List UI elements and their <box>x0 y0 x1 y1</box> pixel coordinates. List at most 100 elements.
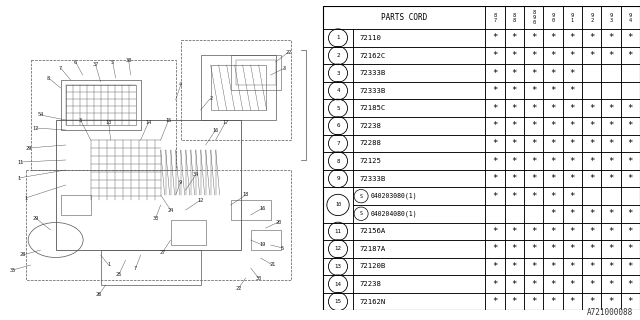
Bar <box>323 6 485 29</box>
Text: 35: 35 <box>10 268 16 273</box>
Text: 72333B: 72333B <box>360 70 386 76</box>
Text: 7: 7 <box>134 266 137 270</box>
Text: 9: 9 <box>336 176 340 181</box>
Bar <box>323 117 353 135</box>
Bar <box>563 258 582 275</box>
Text: 72120B: 72120B <box>360 263 386 269</box>
Bar <box>524 6 543 29</box>
Bar <box>353 82 485 100</box>
Bar <box>543 170 563 188</box>
Bar <box>543 205 563 222</box>
Bar <box>323 222 353 240</box>
Text: *: * <box>589 34 595 43</box>
Bar <box>621 100 640 117</box>
Text: 1: 1 <box>107 262 110 268</box>
Text: *: * <box>570 227 575 236</box>
Bar <box>563 100 582 117</box>
Bar <box>602 64 621 82</box>
Bar <box>180 40 291 140</box>
Text: 16: 16 <box>212 127 219 132</box>
Text: *: * <box>550 297 556 306</box>
Text: *: * <box>589 51 595 60</box>
Bar <box>563 188 582 205</box>
Text: *: * <box>492 156 498 165</box>
Bar <box>505 100 524 117</box>
Bar <box>582 188 602 205</box>
Text: *: * <box>628 209 633 218</box>
Bar <box>505 117 524 135</box>
Bar <box>230 200 271 220</box>
Bar <box>323 29 353 47</box>
Bar <box>582 240 602 258</box>
Text: *: * <box>531 86 536 95</box>
Bar <box>485 100 505 117</box>
Text: 5: 5 <box>111 60 114 65</box>
Text: *: * <box>550 192 556 201</box>
Bar <box>602 47 621 64</box>
Bar <box>201 55 276 120</box>
Bar <box>524 293 543 310</box>
Text: 1: 1 <box>17 175 20 180</box>
Text: 54: 54 <box>38 113 44 117</box>
Bar <box>543 82 563 100</box>
Text: 8
8: 8 8 <box>513 13 516 23</box>
Text: 72162C: 72162C <box>360 52 386 59</box>
Text: *: * <box>589 104 595 113</box>
Text: *: * <box>550 262 556 271</box>
Text: *: * <box>550 280 556 289</box>
Bar <box>543 222 563 240</box>
Text: 19: 19 <box>259 243 266 247</box>
Text: *: * <box>570 297 575 306</box>
Text: *: * <box>609 139 614 148</box>
Text: *: * <box>628 139 633 148</box>
Bar <box>582 64 602 82</box>
Text: *: * <box>531 139 536 148</box>
Bar <box>543 258 563 275</box>
Bar <box>563 222 582 240</box>
Text: 5: 5 <box>336 106 340 111</box>
Bar <box>505 29 524 47</box>
Text: 9
2: 9 2 <box>590 13 593 23</box>
Bar <box>602 152 621 170</box>
Text: *: * <box>609 174 614 183</box>
Text: *: * <box>628 104 633 113</box>
Text: *: * <box>492 86 498 95</box>
Bar <box>211 65 266 110</box>
Text: *: * <box>512 121 517 130</box>
Text: *: * <box>550 156 556 165</box>
Bar <box>524 152 543 170</box>
Text: *: * <box>628 280 633 289</box>
Bar <box>100 250 201 285</box>
Bar <box>505 64 524 82</box>
Bar <box>353 240 485 258</box>
Text: *: * <box>492 244 498 253</box>
Text: 7: 7 <box>59 66 62 70</box>
Bar <box>323 240 353 258</box>
Bar <box>621 64 640 82</box>
Text: 33: 33 <box>152 215 159 220</box>
Bar <box>602 6 621 29</box>
Text: *: * <box>512 68 517 78</box>
Bar <box>524 29 543 47</box>
Bar <box>602 205 621 222</box>
Text: 14: 14 <box>145 119 152 124</box>
Text: *: * <box>550 34 556 43</box>
Bar <box>323 47 353 64</box>
Bar <box>353 135 485 152</box>
Text: *: * <box>531 227 536 236</box>
Text: *: * <box>589 244 595 253</box>
Text: *: * <box>531 68 536 78</box>
Bar <box>563 275 582 293</box>
Bar <box>505 188 524 205</box>
Text: *: * <box>609 244 614 253</box>
Text: 38: 38 <box>125 58 132 62</box>
Text: *: * <box>492 262 498 271</box>
Text: 28: 28 <box>19 252 26 258</box>
Bar <box>323 64 353 82</box>
Text: 9: 9 <box>179 180 182 185</box>
Text: 18: 18 <box>243 193 249 197</box>
Bar <box>602 258 621 275</box>
Bar <box>582 47 602 64</box>
Text: *: * <box>531 156 536 165</box>
Bar <box>563 64 582 82</box>
